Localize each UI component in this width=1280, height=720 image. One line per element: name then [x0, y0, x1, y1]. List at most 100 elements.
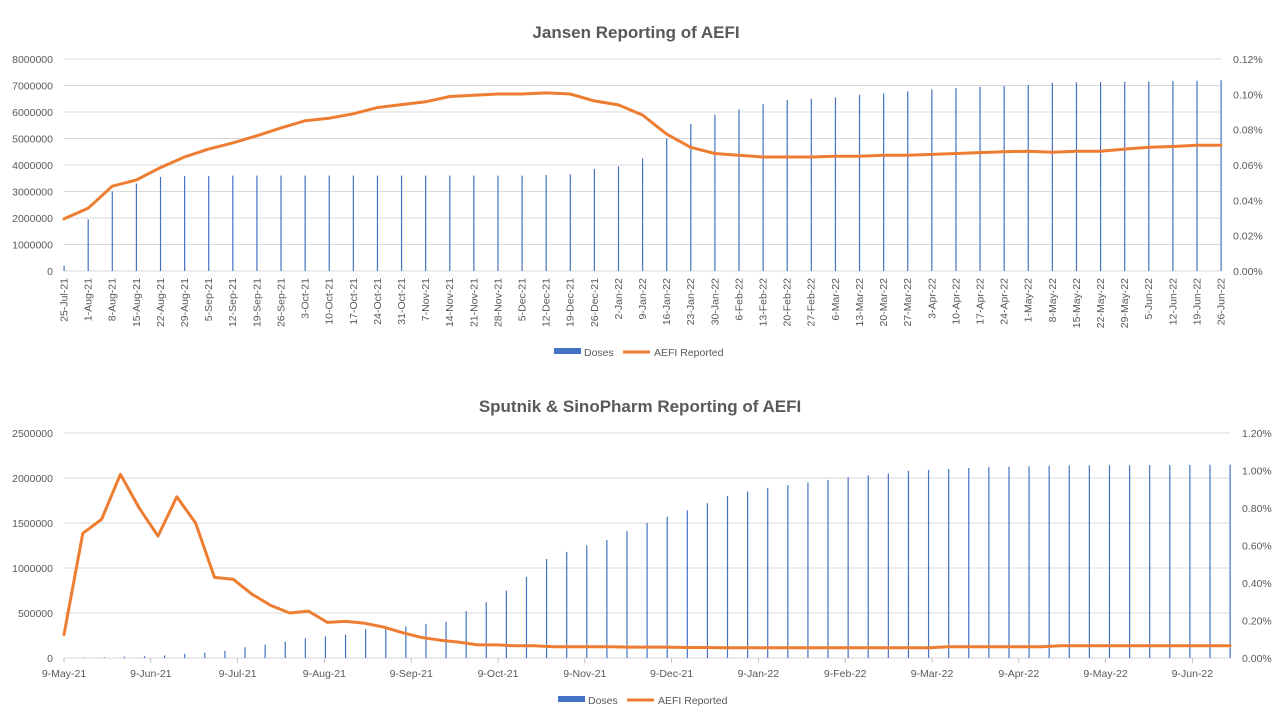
doses-bar: [726, 496, 729, 658]
doses-bar: [304, 175, 306, 271]
doses-bar: [1088, 465, 1090, 658]
x-tick-label: 9-Aug-21: [303, 668, 346, 680]
x-tick-label: 24-Oct-21: [372, 278, 384, 325]
y-right-tick-label: 0.00%: [1242, 653, 1272, 665]
doses-bar: [907, 470, 910, 658]
doses-bar: [586, 545, 588, 658]
legend-doses-swatch: [554, 348, 581, 354]
doses-bar: [747, 491, 749, 658]
x-tick-label: 8-Aug-21: [107, 278, 119, 321]
x-tick-label: 21-Nov-21: [468, 278, 480, 327]
x-tick-label: 22-May-22: [1095, 278, 1107, 328]
doses-bar: [545, 175, 547, 271]
y-left-tick-label: 3000000: [12, 187, 53, 199]
doses-bar: [706, 503, 709, 658]
doses-bar: [787, 485, 789, 658]
y-left-tick-label: 0: [47, 266, 53, 278]
y-left-tick-label: 1000000: [12, 240, 53, 252]
doses-bar: [545, 559, 548, 658]
x-tick-label: 9-Jun-21: [130, 668, 172, 680]
aefi-reported-line: [62, 472, 1232, 650]
doses-bar: [1075, 82, 1078, 271]
x-tick-label: 17-Apr-22: [974, 278, 986, 325]
x-tick-label: 19-Jun-22: [1191, 278, 1203, 325]
doses-bar: [646, 523, 648, 658]
doses-bar: [224, 650, 226, 658]
x-tick-label: 24-Apr-22: [999, 278, 1011, 325]
doses-bar: [256, 175, 258, 271]
doses-bar: [400, 175, 403, 271]
x-tick-label: 6-Feb-22: [733, 278, 745, 321]
x-tick-label: 13-Mar-22: [854, 278, 866, 327]
x-tick-label: 9-Sep-21: [390, 668, 433, 680]
doses-bar: [968, 468, 970, 658]
doses-bar: [1172, 80, 1174, 272]
y-right-tick-label: 0.04%: [1233, 195, 1263, 207]
x-tick-label: 14-Nov-21: [444, 278, 456, 327]
doses-bar: [1051, 82, 1053, 271]
doses-bar: [204, 652, 206, 658]
y-left-tick-label: 2500000: [12, 428, 53, 440]
x-tick-label: 20-Feb-22: [782, 278, 794, 327]
doses-bar: [485, 602, 487, 658]
x-tick-label: 1-May-22: [1023, 278, 1035, 323]
doses-bar: [738, 109, 740, 271]
x-tick-label: 31-Oct-21: [396, 278, 408, 325]
doses-bar: [1128, 465, 1131, 658]
doses-bar: [328, 175, 330, 271]
y-left-tick-label: 1500000: [12, 518, 53, 530]
doses-bar: [948, 469, 950, 658]
doses-bar: [63, 265, 65, 271]
doses-bar: [593, 168, 595, 271]
doses-bar: [184, 176, 186, 271]
y-right-tick-label: 1.00%: [1242, 466, 1272, 478]
doses-bar: [425, 623, 427, 658]
y-right-tick-label: 0.60%: [1242, 541, 1272, 553]
doses-bar: [927, 469, 930, 658]
doses-bar: [1048, 465, 1050, 658]
doses-bar: [385, 627, 387, 658]
doses-bar: [626, 531, 628, 658]
doses-bar: [1027, 84, 1029, 271]
y-left-tick-label: 7000000: [12, 81, 53, 93]
doses-bar: [497, 175, 499, 271]
doses-bar: [1229, 464, 1231, 658]
x-tick-label: 28-Nov-21: [492, 278, 504, 327]
doses-bar: [786, 100, 788, 271]
doses-bar: [521, 175, 523, 271]
doses-bar: [690, 123, 692, 271]
y-left-tick-label: 5000000: [12, 134, 53, 146]
doses-bar: [1148, 81, 1150, 272]
x-tick-label: 13-Feb-22: [758, 278, 770, 327]
x-tick-label: 16-Jan-22: [661, 278, 673, 325]
doses-bar: [264, 644, 266, 658]
y-left-tick-label: 1000000: [12, 563, 53, 575]
y-right-tick-label: 0.20%: [1242, 616, 1272, 628]
doses-bar: [810, 98, 812, 271]
doses-bar: [1099, 82, 1102, 272]
x-tick-label: 17-Oct-21: [348, 278, 360, 325]
doses-bar: [1169, 464, 1171, 658]
y-right-tick-label: 0.10%: [1233, 89, 1263, 101]
x-tick-label: 26-Sep-21: [275, 278, 287, 327]
doses-bar: [123, 656, 126, 658]
y-left-tick-label: 2000000: [12, 213, 53, 225]
y-left-tick-label: 2000000: [12, 473, 53, 485]
x-tick-label: 19-Sep-21: [251, 278, 263, 327]
doses-bar: [617, 166, 620, 271]
x-tick-label: 29-Aug-21: [179, 278, 191, 327]
y-left-tick-label: 0: [47, 653, 53, 665]
doses-bar: [425, 175, 427, 271]
doses-bar: [103, 657, 105, 658]
doses-bar: [827, 479, 829, 658]
x-tick-label: 9-May-22: [1083, 668, 1128, 680]
y-right-tick-label: 0.12%: [1233, 54, 1263, 66]
doses-bar: [1209, 464, 1211, 658]
doses-bar: [365, 629, 367, 658]
doses-bar: [988, 467, 990, 658]
doses-bar: [642, 158, 644, 271]
doses-bar: [1068, 465, 1070, 658]
doses-bar: [505, 590, 507, 658]
x-tick-label: 5-Sep-21: [203, 278, 215, 321]
